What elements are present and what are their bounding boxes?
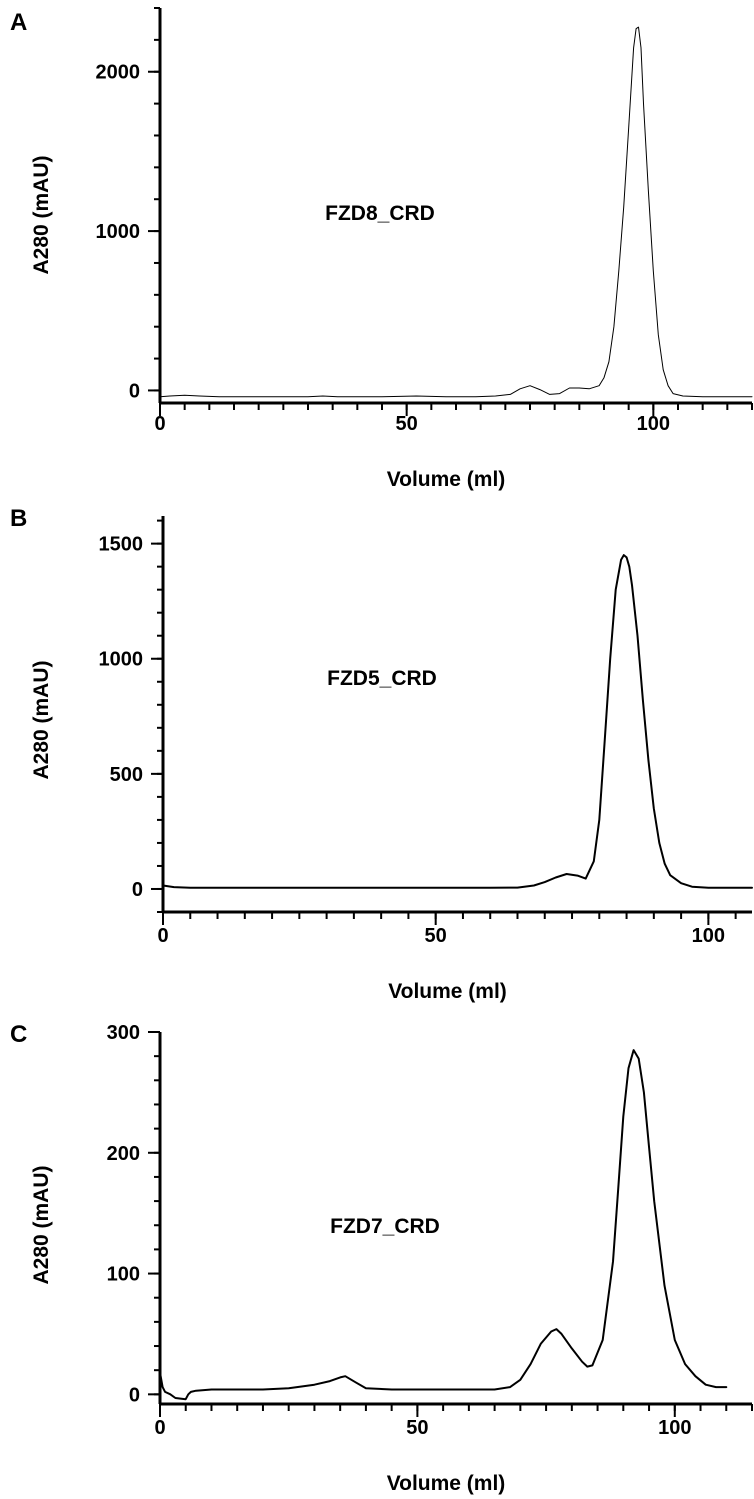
- y-tick-label: 1000: [99, 649, 144, 671]
- chart-panel-c: C 0 100 200 300 0 50 100 Volume (ml) A280 (mAU) FZ…: [10, 1021, 753, 1495]
- x-tick-label: 0: [157, 925, 168, 947]
- y-tick-label: 0: [129, 1384, 140, 1406]
- y-tick-label: 500: [110, 764, 143, 786]
- sample-annotation: FZD8_CRD: [325, 202, 435, 225]
- x-axis-title: Volume (ml): [388, 980, 507, 1003]
- y-tick-label: 300: [107, 1022, 140, 1044]
- x-axis-title: Volume (ml): [387, 1472, 506, 1495]
- x-tick-label: 100: [658, 1417, 691, 1439]
- x-tick-label: 50: [396, 413, 418, 435]
- chart-panel-a: A 0 1000 2000 0 50 100 Volume (ml) A280 (mAU) FZD…: [10, 7, 753, 491]
- y-tick-label: 0: [129, 380, 140, 402]
- panel-label: A: [10, 9, 27, 36]
- chart-panel-b: B 0 500 1000 1500 0 50 100 Volume (ml) A280 (mAU)…: [10, 505, 753, 1003]
- x-tick-label: 100: [637, 413, 670, 435]
- sample-annotation: FZD7_CRD: [330, 1215, 440, 1238]
- y-axis-title: A280 (mAU): [30, 155, 53, 274]
- x-tick-label: 0: [154, 413, 165, 435]
- chromatogram-trace: [162, 554, 753, 889]
- y-tick-label: 2000: [96, 62, 141, 84]
- y-tick-label: 200: [107, 1143, 140, 1165]
- y-axis-title: A280 (mAU): [30, 660, 53, 779]
- x-axis-title: Volume (ml): [387, 468, 506, 491]
- y-axis-title: A280 (mAU): [30, 1165, 53, 1284]
- y-tick-label: 1500: [99, 534, 144, 556]
- chromatogram-trace: [159, 1049, 728, 1401]
- panel-label: C: [10, 1021, 27, 1048]
- sample-annotation: FZD5_CRD: [327, 667, 437, 690]
- x-tick-label: 50: [425, 925, 447, 947]
- chromatogram-trace: [159, 26, 753, 398]
- panel-label: B: [10, 505, 27, 532]
- y-tick-label: 0: [132, 879, 143, 901]
- x-tick-label: 100: [692, 925, 725, 947]
- x-tick-label: 50: [406, 1417, 428, 1439]
- y-tick-label: 100: [107, 1264, 140, 1286]
- x-tick-label: 0: [154, 1417, 165, 1439]
- y-tick-label: 1000: [96, 221, 141, 243]
